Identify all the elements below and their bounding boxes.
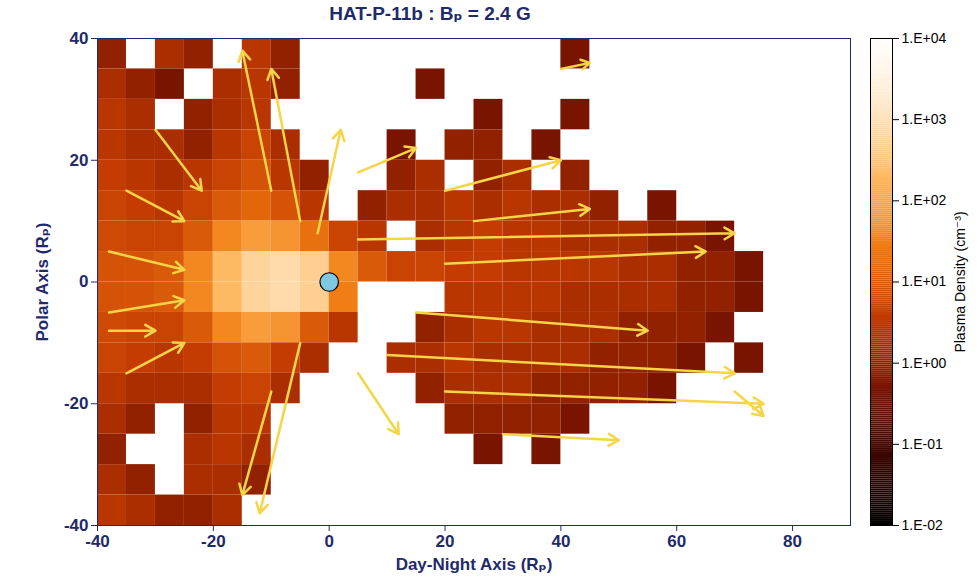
- svg-text:-20: -20: [201, 532, 226, 551]
- svg-text:20: 20: [70, 151, 89, 170]
- html-text:HAT-P-11b : Bₚ = 2.4 G: HAT-P-11b : Bₚ = 2.4 G: [329, 3, 531, 24]
- svg-text:0: 0: [79, 272, 88, 291]
- svg-text:1.E+03: 1.E+03: [902, 111, 947, 127]
- svg-text:60: 60: [667, 532, 686, 551]
- svg-text:1.E-01: 1.E-01: [902, 436, 943, 452]
- svg-text:1.E+04: 1.E+04: [902, 30, 947, 46]
- svg-text:1.E+00: 1.E+00: [902, 355, 947, 371]
- svg-text:-40: -40: [63, 515, 89, 535]
- svg-text:40: 40: [70, 30, 89, 48]
- svg-text:1.E-02: 1.E-02: [902, 517, 943, 533]
- svg-text:Polar Axis (Rₚ): Polar Axis (Rₚ): [33, 223, 52, 342]
- svg-text:80: 80: [783, 532, 802, 551]
- svg-text:Plasma Density (cm⁻³): Plasma Density (cm⁻³): [952, 211, 968, 352]
- svg-text:-40: -40: [85, 532, 110, 551]
- svg-text:40: 40: [551, 532, 570, 551]
- svg-text:0: 0: [324, 532, 333, 551]
- svg-text:-20: -20: [64, 394, 89, 413]
- svg-text:Day-Night Axis (Rₚ): Day-Night Axis (Rₚ): [396, 555, 553, 574]
- svg-text:1.E+02: 1.E+02: [902, 192, 947, 208]
- svg-text:1.E+01: 1.E+01: [902, 273, 947, 289]
- svg-text:20: 20: [436, 532, 455, 551]
